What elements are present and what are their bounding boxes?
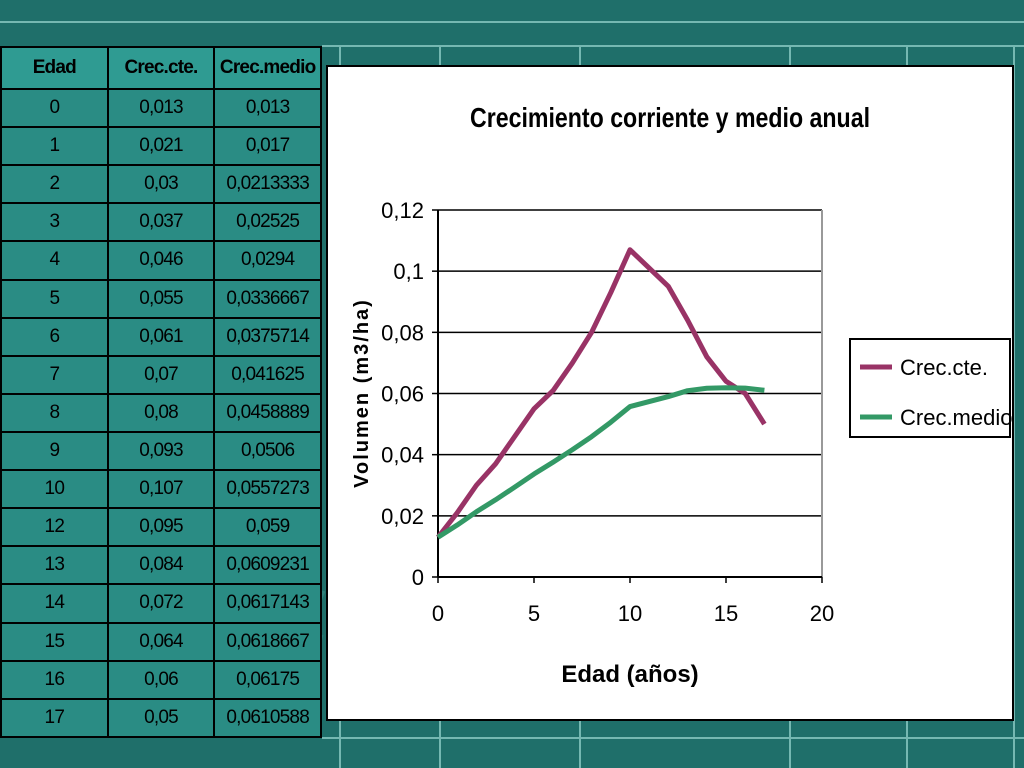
- cell-crec-medio: 0,0609231: [213, 545, 322, 586]
- table-row: 9 0,093 0,0506: [0, 430, 322, 472]
- x-tick-label: 10: [618, 601, 642, 626]
- y-tick-label: 0,1: [393, 259, 424, 284]
- cell-crec-medio: 0,0213333: [213, 164, 322, 205]
- table-row: 10 0,107 0,0557273: [0, 469, 322, 510]
- series-line-crec-medio: [436, 385, 765, 540]
- y-tick-label: 0: [412, 565, 424, 590]
- table-row: 8 0,08 0,0458889: [0, 392, 322, 433]
- cell-crec-cte: 0,046: [106, 240, 216, 281]
- line-chart: Crecimiento corriente y medio anual 0 0,02…: [351, 102, 1012, 688]
- cell-edad: 15: [0, 621, 109, 662]
- table-row: 5 0,055 0,0336667: [0, 278, 322, 319]
- cell-edad: 8: [0, 392, 109, 433]
- cell-edad: 13: [0, 545, 109, 586]
- legend-label: Crec.cte.: [900, 355, 988, 380]
- chart-panel: Crecimiento corriente y medio anual 0 0,02…: [326, 65, 1014, 721]
- table-row: 14 0,072 0,0617143: [0, 583, 322, 624]
- table-row: 15 0,064 0,0618667: [0, 621, 322, 662]
- chart-title: Crecimiento corriente y medio anual: [470, 102, 870, 133]
- legend-box: [849, 338, 1011, 438]
- cell-crec-cte: 0,05: [106, 697, 216, 739]
- cell-crec-medio: 0,0294: [213, 240, 322, 281]
- y-tick-label: 0,04: [381, 443, 424, 468]
- header-crec-medio: Crec.medio: [213, 46, 322, 90]
- cell-crec-cte: 0,08: [106, 392, 216, 433]
- cell-crec-cte: 0,061: [106, 316, 216, 357]
- cell-edad: 14: [0, 583, 109, 624]
- cell-crec-medio: 0,059: [213, 507, 322, 548]
- x-axis-label: Edad (años): [561, 661, 698, 688]
- table-row: 4 0,046 0,0294: [0, 240, 322, 281]
- cell-crec-cte: 0,07: [106, 354, 216, 395]
- header-crec-cte: Crec.cte.: [106, 46, 216, 90]
- cell-crec-medio: 0,0506: [213, 430, 322, 472]
- cell-edad: 12: [0, 507, 109, 548]
- cell-crec-cte: 0,072: [106, 583, 216, 624]
- y-tick-label: 0,02: [381, 504, 424, 529]
- cell-crec-medio: 0,02525: [213, 202, 322, 243]
- cell-crec-cte: 0,084: [106, 545, 216, 586]
- cell-edad: 6: [0, 316, 109, 357]
- x-tick-label: 20: [810, 601, 834, 626]
- table-row: 12 0,095 0,059: [0, 507, 322, 548]
- y-axis-label: Volumen (m3/ha): [351, 298, 373, 488]
- cell-crec-cte: 0,037: [106, 202, 216, 243]
- cell-crec-medio: 0,017: [213, 126, 322, 167]
- cell-crec-medio: 0,0336667: [213, 278, 322, 319]
- cell-edad: 4: [0, 240, 109, 281]
- cell-crec-cte: 0,013: [106, 87, 216, 129]
- cell-crec-cte: 0,06: [106, 659, 216, 700]
- cell-edad: 10: [0, 469, 109, 510]
- y-tick-label: 0,12: [381, 198, 424, 223]
- table-row: 13 0,084 0,0609231: [0, 545, 322, 586]
- cell-crec-medio: 0,06175: [213, 659, 322, 700]
- x-tick-label: 5: [528, 601, 540, 626]
- table-row: 7 0,07 0,041625: [0, 354, 322, 395]
- table-row: 17 0,05 0,0610588: [0, 697, 322, 739]
- cell-edad: 17: [0, 697, 109, 739]
- cell-edad: 9: [0, 430, 109, 472]
- cell-edad: 7: [0, 354, 109, 395]
- cell-crec-cte: 0,064: [106, 621, 216, 662]
- cell-edad: 3: [0, 202, 109, 243]
- cell-crec-medio: 0,041625: [213, 354, 322, 395]
- table-row: 2 0,03 0,0213333: [0, 164, 322, 205]
- cell-crec-cte: 0,055: [106, 278, 216, 319]
- cell-crec-medio: 0,0375714: [213, 316, 322, 357]
- cell-edad: 2: [0, 164, 109, 205]
- y-tick-label: 0,06: [381, 382, 424, 407]
- cell-edad: 0: [0, 87, 109, 129]
- x-tick-label: 15: [714, 601, 738, 626]
- table-header-row: Edad Crec.cte. Crec.medio: [0, 46, 322, 90]
- cell-crec-cte: 0,021: [106, 126, 216, 167]
- cell-edad: 5: [0, 278, 109, 319]
- table-row: 0 0,013 0,013: [0, 87, 322, 129]
- legend-label: Crec.medio: [900, 405, 1012, 430]
- cell-crec-cte: 0,093: [106, 430, 216, 472]
- cell-crec-medio: 0,0618667: [213, 621, 322, 662]
- x-tick-label: 0: [432, 601, 444, 626]
- data-table-container: Edad Crec.cte. Crec.medio 0 0,013 0,013 1 0,…: [0, 46, 322, 739]
- y-tick-label: 0,08: [381, 320, 424, 345]
- table-row: 3 0,037 0,02525: [0, 202, 322, 243]
- cell-crec-cte: 0,03: [106, 164, 216, 205]
- cell-edad: 1: [0, 126, 109, 167]
- table-row: 1 0,021 0,017: [0, 126, 322, 167]
- data-table: Edad Crec.cte. Crec.medio 0 0,013 0,013 1 0,…: [0, 46, 322, 739]
- cell-edad: 16: [0, 659, 109, 700]
- cell-crec-medio: 0,013: [213, 87, 322, 129]
- cell-crec-cte: 0,095: [106, 507, 216, 548]
- cell-crec-medio: 0,0557273: [213, 469, 322, 510]
- cell-crec-medio: 0,0610588: [213, 697, 322, 739]
- table-row: 6 0,061 0,0375714: [0, 316, 322, 357]
- cell-crec-medio: 0,0617143: [213, 583, 322, 624]
- cell-crec-medio: 0,0458889: [213, 392, 322, 433]
- cell-crec-cte: 0,107: [106, 469, 216, 510]
- header-edad: Edad: [0, 46, 109, 90]
- table-row: 16 0,06 0,06175: [0, 659, 322, 700]
